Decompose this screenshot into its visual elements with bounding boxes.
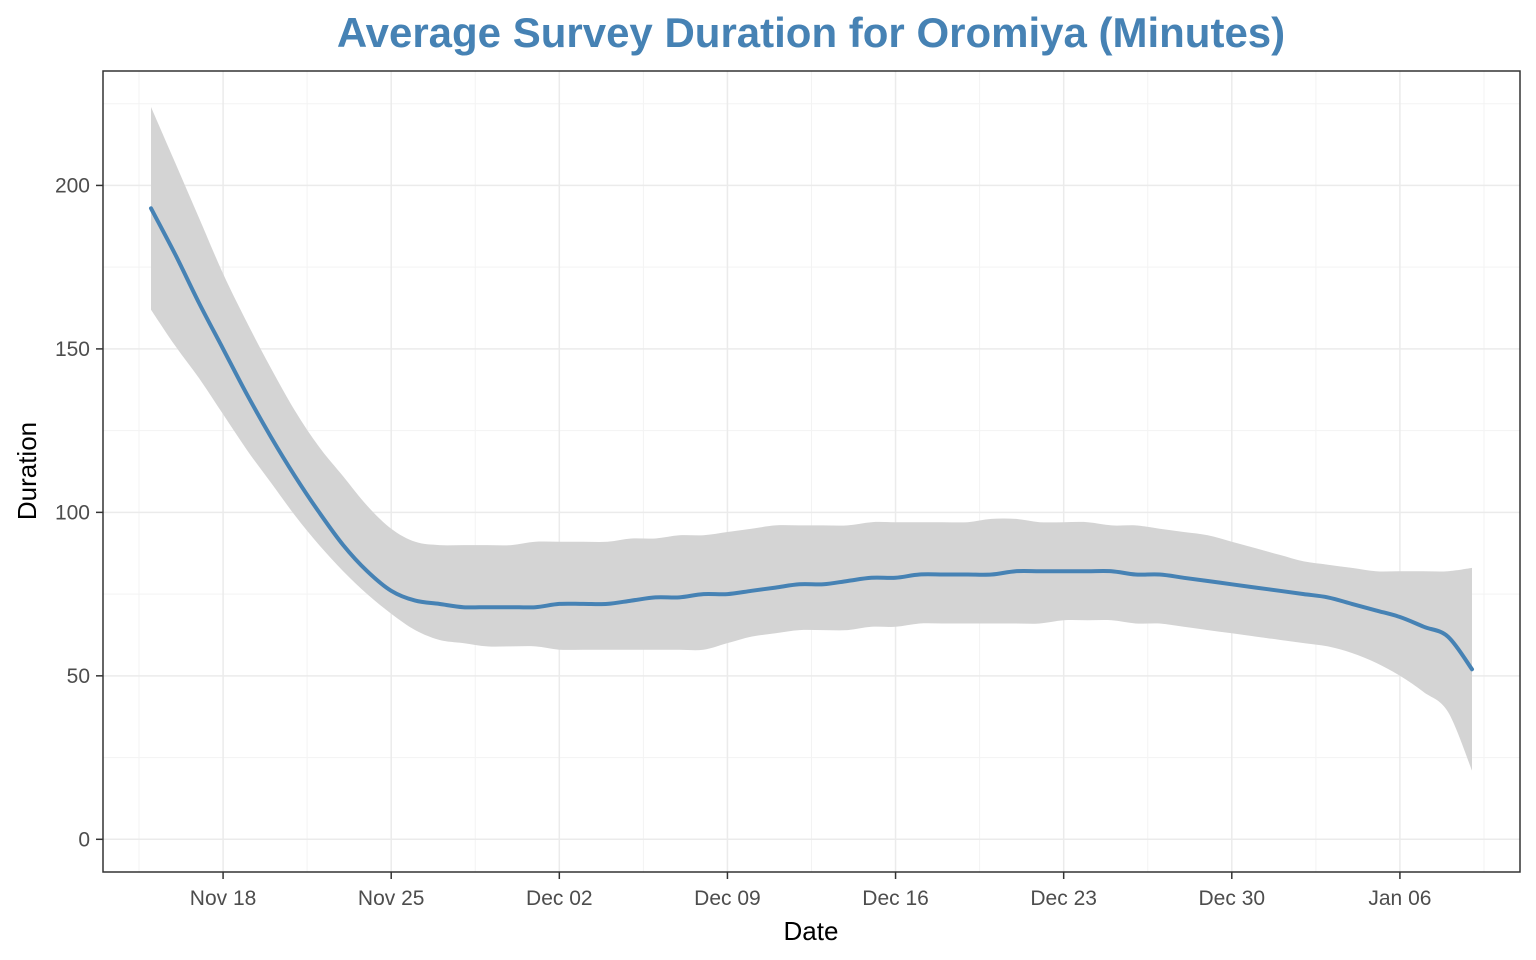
chart-title: Average Survey Duration for Oromiya (Min… xyxy=(337,9,1285,56)
grid-minor xyxy=(103,71,1520,872)
x-tick-label: Dec 23 xyxy=(1030,887,1097,910)
y-tick-label: 200 xyxy=(55,174,90,197)
confidence-ribbon xyxy=(151,107,1472,771)
y-tick-label: 0 xyxy=(78,828,90,851)
trend-line xyxy=(149,206,1474,672)
y-axis: 0 50 100 150 200 xyxy=(55,174,103,851)
y-axis-title: Duration xyxy=(12,422,42,520)
x-tick-label: Dec 30 xyxy=(1199,887,1266,910)
x-axis: Nov 18 Nov 25 Dec 02 Dec 09 Dec 16 Dec 23 Dec … xyxy=(190,872,1431,910)
x-tick-label: Nov 18 xyxy=(190,887,257,910)
y-tick-label: 100 xyxy=(55,501,90,524)
x-tick-label: Dec 16 xyxy=(862,887,929,910)
x-tick-label: Nov 25 xyxy=(358,887,425,910)
x-axis-title: Date xyxy=(784,916,839,946)
x-tick-label: Dec 09 xyxy=(694,887,761,910)
panel-border xyxy=(102,70,1521,873)
y-tick-label: 50 xyxy=(67,665,90,688)
x-tick-label: Jan 06 xyxy=(1368,887,1431,910)
grid-major xyxy=(103,71,1520,872)
y-tick-label: 150 xyxy=(55,338,90,361)
x-tick-label: Dec 02 xyxy=(526,887,593,910)
